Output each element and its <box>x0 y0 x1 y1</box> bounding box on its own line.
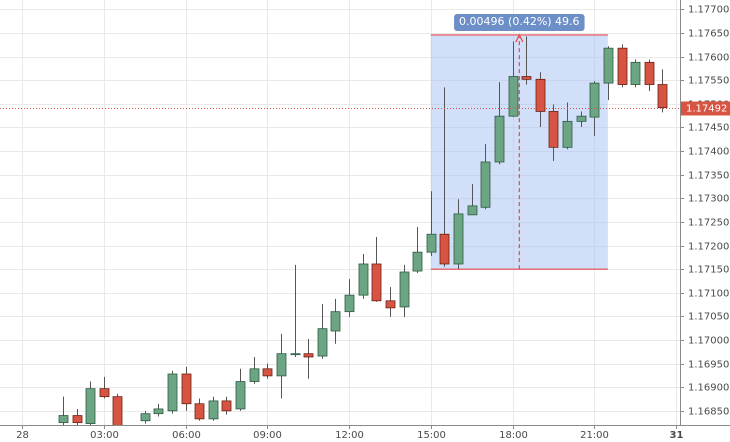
candle-body <box>99 388 110 398</box>
y-tick-label: 1.17150 <box>688 265 729 276</box>
last-price-tag <box>681 101 730 116</box>
candle-body <box>58 415 69 424</box>
candle-body <box>303 353 314 358</box>
candle-body <box>262 368 273 377</box>
y-tick-label: 1.17350 <box>688 171 729 182</box>
candle-body <box>221 400 232 412</box>
candle-body <box>344 294 355 313</box>
candle-body <box>657 84 668 109</box>
candle-body <box>358 263 369 296</box>
y-tick-label: 1.17600 <box>688 53 729 64</box>
candle-body <box>603 47 614 84</box>
candle-body <box>630 61 641 85</box>
candle-body <box>235 381 246 410</box>
candle-body <box>412 251 423 272</box>
candle-body <box>508 76 519 117</box>
candle-body <box>330 311 341 332</box>
measure-label-bg <box>454 14 585 31</box>
candle-body <box>426 233 437 253</box>
y-tick-label: 1.17050 <box>688 312 729 323</box>
candle-body <box>453 213 464 265</box>
measure-arrow-head <box>515 33 524 43</box>
candle-body <box>576 115 587 122</box>
candle-body <box>194 403 205 420</box>
candle-body <box>494 115 505 163</box>
annotations: 0.00496 (0.42%) 49.6 1.17492 <box>0 14 730 116</box>
candle-body <box>85 388 96 424</box>
measure-label: 0.00496 (0.42%) 49.6 <box>459 15 580 28</box>
candle-body <box>535 78 546 112</box>
candle-body <box>153 408 164 415</box>
candle-body <box>589 82 600 118</box>
y-tick-label: 1.16850 <box>688 407 729 418</box>
candle-body <box>112 396 123 425</box>
candle-body <box>249 368 260 382</box>
y-tick-label: 1.16950 <box>688 360 729 371</box>
x-tick-label: 28 <box>16 430 29 441</box>
y-tick-label: 1.17700 <box>688 5 729 16</box>
y-tick-label: 1.16900 <box>688 383 729 394</box>
candle-body <box>562 120 573 148</box>
y-tick-label: 1.17300 <box>688 194 729 205</box>
candle-body <box>276 353 287 377</box>
candle-body <box>140 413 151 422</box>
candle-body <box>548 111 559 148</box>
x-tick-label: 06:00 <box>172 430 201 441</box>
y-tick-label: 1.17650 <box>688 29 729 40</box>
candle-body <box>467 205 478 216</box>
candle-body <box>399 271 410 308</box>
x-tick-label: 15:00 <box>417 430 446 441</box>
x-tick-label: 03:00 <box>90 430 119 441</box>
candle-body <box>167 373 178 412</box>
candle-body <box>521 76 532 80</box>
x-tick-label: 12:00 <box>335 430 364 441</box>
x-tick-label: 31 <box>670 430 684 441</box>
candle-body <box>371 263 382 302</box>
y-tick-label: 1.17250 <box>688 218 729 229</box>
candle-body <box>181 373 192 405</box>
y-tick-label: 1.17100 <box>688 289 729 300</box>
y-tick-label: 1.17400 <box>688 147 729 158</box>
candle-body <box>290 353 301 356</box>
candle-body <box>72 415 83 424</box>
candle-body <box>439 233 450 265</box>
x-tick-label: 09:00 <box>253 430 282 441</box>
last-price-label: 1.17492 <box>686 104 727 115</box>
y-tick-label: 1.17200 <box>688 242 729 253</box>
y-tick-label: 1.17000 <box>688 336 729 347</box>
y-tick-label: 1.17450 <box>688 123 729 134</box>
candle-body <box>385 300 396 309</box>
candle-body <box>317 328 328 357</box>
candle-body <box>617 47 628 85</box>
y-tick-label: 1.17550 <box>688 76 729 87</box>
x-tick-label: 21:00 <box>580 430 609 441</box>
candle-body <box>208 400 219 420</box>
x-tick-label: 18:00 <box>499 430 528 441</box>
candle-body <box>480 161 491 208</box>
candle-body <box>644 61 655 85</box>
